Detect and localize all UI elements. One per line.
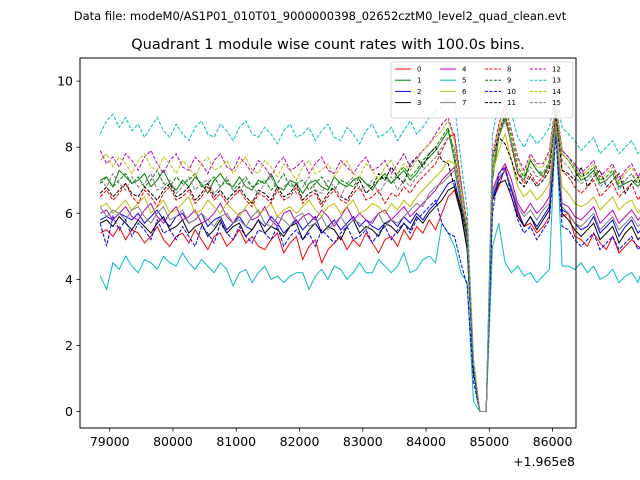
legend-label-9: 9 [507, 77, 511, 85]
series-line-13 [99, 94, 640, 412]
series-line-14 [99, 104, 640, 412]
y-tick-label: 8 [65, 140, 73, 155]
legend-label-13: 13 [552, 77, 561, 85]
axes-frame [79, 57, 577, 429]
series-line-6 [99, 120, 640, 412]
legend-label-11: 11 [507, 99, 516, 107]
series-line-0 [99, 127, 640, 412]
legend-label-6: 6 [462, 88, 467, 96]
series-line-7 [99, 124, 640, 412]
x-tick-label: 84000 [406, 434, 446, 449]
x-axis: 79000 80000 81000 82000 83000 84000 85000 86000 [90, 428, 573, 449]
x-offset-label: +1.965e8 [513, 454, 575, 469]
legend-label-0: 0 [417, 66, 421, 74]
series-line-3 [99, 130, 640, 412]
x-tick-label: 83000 [343, 434, 383, 449]
y-tick-label: 2 [65, 338, 73, 353]
series-line-5 [99, 120, 640, 412]
chart-title: Quadrant 1 module wise count rates with … [131, 37, 525, 53]
legend-label-10: 10 [507, 88, 516, 96]
x-tick-label: 79000 [90, 434, 130, 449]
series-line-1 [99, 114, 640, 412]
x-tick-label: 81000 [216, 434, 256, 449]
x-tick-label: 80000 [153, 434, 193, 449]
legend-label-5: 5 [462, 77, 466, 85]
y-tick-label: 4 [65, 272, 73, 287]
series-line-9 [99, 107, 640, 412]
y-axis: 0 2 4 6 8 10 [57, 74, 80, 419]
legend-label-8: 8 [507, 66, 511, 74]
series-lines [99, 94, 640, 412]
legend-label-15: 15 [552, 99, 561, 107]
x-tick-label: 85000 [469, 434, 509, 449]
legend-label-2: 2 [417, 88, 421, 96]
x-tick-label: 82000 [280, 434, 320, 449]
legend-label-14: 14 [552, 88, 561, 96]
series-line-12 [99, 100, 640, 412]
x-tick-label: 86000 [533, 434, 573, 449]
legend-label-12: 12 [552, 66, 561, 74]
series-line-15 [99, 110, 640, 412]
legend-label-1: 1 [417, 77, 421, 85]
legend-label-3: 3 [417, 99, 421, 107]
legend-label-4: 4 [462, 66, 467, 74]
series-line-11 [99, 114, 640, 412]
series-line-10 [99, 137, 640, 412]
y-tick-label: 0 [65, 404, 73, 419]
figure-suptitle: Data file: modeM0/AS1P01_010T01_90000003… [74, 9, 567, 23]
series-line-8 [99, 110, 640, 412]
legend-label-7: 7 [462, 99, 466, 107]
y-tick-label: 10 [57, 74, 73, 89]
y-tick-label: 6 [65, 206, 73, 221]
legend-box [390, 61, 574, 119]
